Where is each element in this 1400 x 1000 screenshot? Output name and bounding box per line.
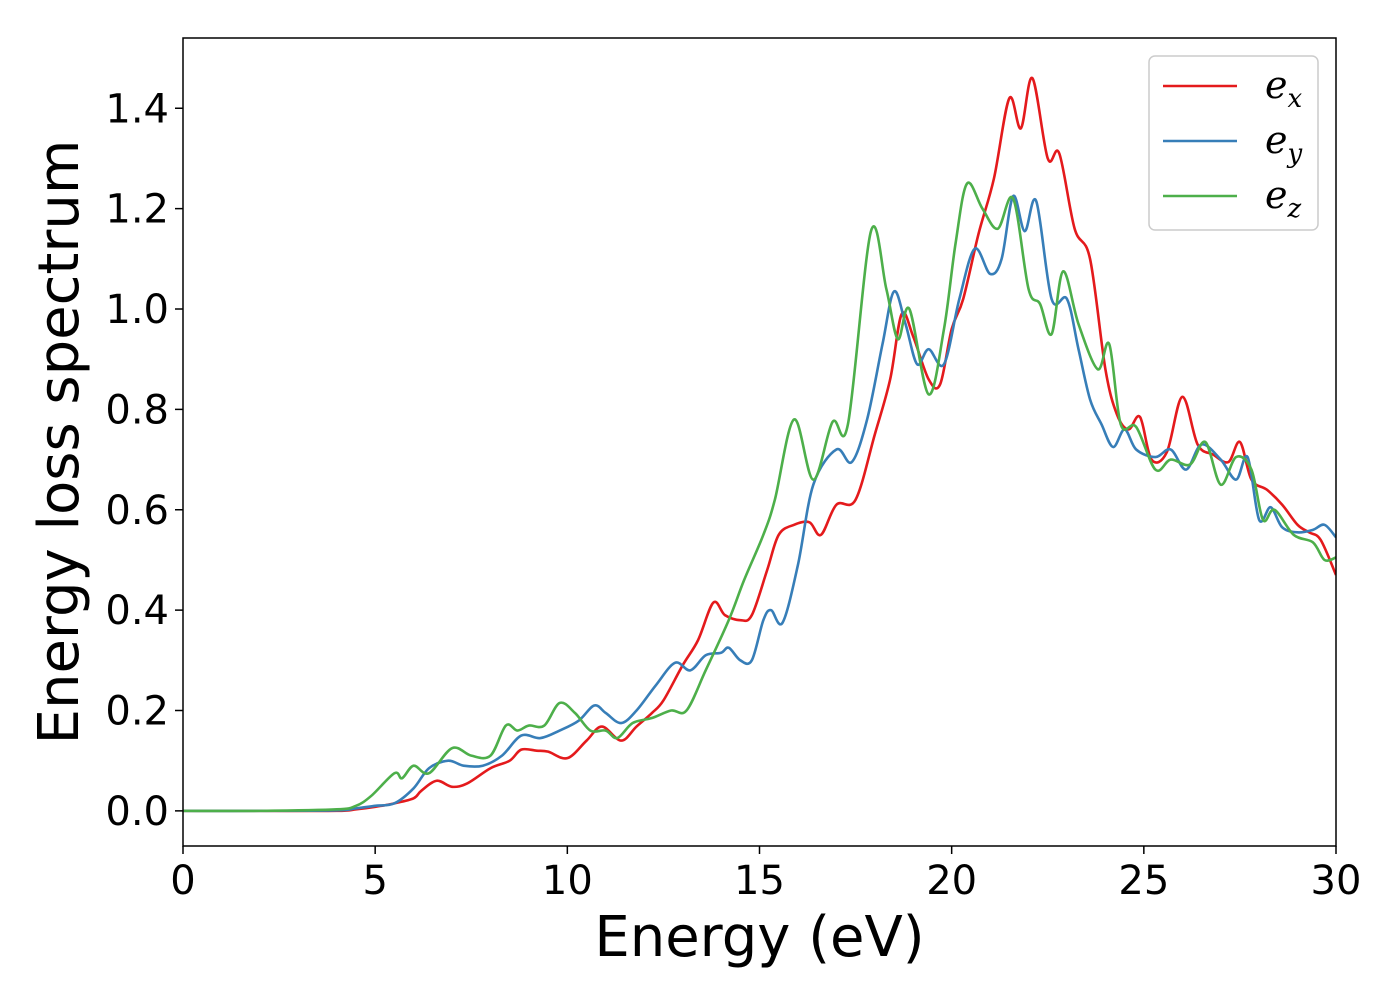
- x-axis-ticks: 0 5 10 15 20 25 30: [170, 846, 1361, 904]
- y-tick-label: 1.4: [105, 86, 169, 132]
- x-tick-label: 30: [1311, 858, 1362, 904]
- legend-box: [1148, 55, 1319, 231]
- y-tick-label: 0.2: [105, 688, 169, 734]
- x-tick-label: 20: [926, 858, 977, 904]
- x-axis-label: Energy (eV): [594, 905, 924, 970]
- y-axis-ticks: 0.0 0.2 0.4 0.6 0.8 1.0 1.2 1.4: [105, 86, 183, 835]
- y-axis-label: Energy loss spectrum: [27, 140, 92, 745]
- y-tick-label: 1.0: [105, 287, 169, 333]
- series-line-ez: [183, 181, 1336, 813]
- series-line-ey: [183, 194, 1336, 813]
- x-tick-label: 5: [362, 858, 387, 904]
- y-tick-label: 0.8: [105, 387, 169, 433]
- y-tick-label: 0.6: [105, 488, 169, 534]
- x-tick-label: 10: [542, 858, 593, 904]
- x-tick-label: 25: [1118, 858, 1169, 904]
- y-tick-label: 0.4: [105, 588, 169, 634]
- x-tick-label: 15: [734, 858, 785, 904]
- y-tick-label: 0.0: [105, 789, 169, 835]
- series-layer: [183, 76, 1336, 813]
- y-tick-label: 1.2: [105, 187, 169, 233]
- legend-label-ey: ey: [1265, 118, 1303, 169]
- x-tick-label: 0: [170, 858, 195, 904]
- legend-label-ex: ex: [1265, 63, 1303, 114]
- legend-label-ez: ez: [1265, 173, 1302, 224]
